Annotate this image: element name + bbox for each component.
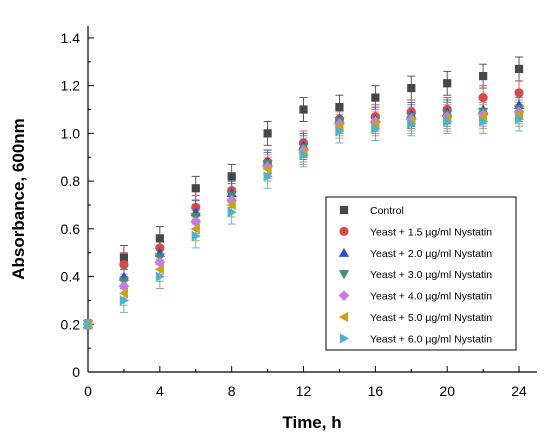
- series-5-point: [154, 264, 164, 275]
- series-0-point: [335, 103, 344, 112]
- y-tick-label: 0.8: [61, 173, 81, 189]
- series-4-point: [190, 216, 202, 228]
- series-6-point: [514, 113, 525, 125]
- series-0-point: [443, 79, 452, 88]
- y-axis-title: Absorbance, 600nm: [9, 118, 28, 280]
- data-markers: [82, 64, 525, 330]
- x-axis-title: Time, h: [282, 413, 341, 432]
- legend-label-6: Yeast + 6.0 µg/ml Nystatin: [370, 333, 492, 345]
- series-1-point: [514, 88, 524, 98]
- legend-label-2: Yeast + 2.0 µg/ml Nystatin: [370, 248, 492, 260]
- x-tick-label: 0: [84, 383, 92, 399]
- y-tick-label: 1.4: [61, 30, 81, 46]
- series-0-point: [299, 105, 308, 114]
- y-tick-label: 1.2: [61, 78, 81, 94]
- series-4-point: [226, 194, 238, 206]
- y-tick-label: 0.2: [61, 316, 81, 332]
- series-4-point: [118, 280, 130, 292]
- series-6-point: [335, 125, 345, 137]
- legend-marker-0: [339, 205, 349, 215]
- series-0-point: [119, 253, 129, 262]
- legend-label-3: Yeast + 3.0 µg/ml Nystatin: [370, 269, 492, 281]
- legend-marker-4: [338, 290, 350, 301]
- series-5-point: [190, 223, 200, 234]
- series-6-point: [155, 271, 165, 282]
- series-0-point: [479, 72, 488, 81]
- series-5-point: [262, 164, 272, 175]
- legend-label-4: Yeast + 4.0 µg/ml Nystatin: [370, 291, 492, 303]
- axes: [87, 26, 537, 373]
- series-6-point: [227, 207, 237, 218]
- series-5-point: [370, 118, 380, 129]
- x-tick-label: 20: [439, 383, 455, 399]
- series-0-point: [371, 93, 380, 102]
- series-6-point: [119, 295, 130, 306]
- series-5-point: [334, 121, 344, 132]
- x-tick-label: 8: [228, 383, 236, 399]
- series-0-point: [514, 64, 524, 74]
- y-tick-label: 0.6: [61, 221, 81, 237]
- series-6-point: [479, 116, 489, 127]
- series-5-point: [513, 109, 524, 120]
- x-tick-label: 4: [156, 383, 164, 399]
- x-tick-label: 12: [296, 383, 312, 399]
- legend: Control Yeast + 1.5 µg/ml Nystatin Yeast +…: [325, 196, 517, 351]
- series-0-point: [407, 83, 416, 93]
- series-5-point: [478, 111, 488, 122]
- legend-label-5: Yeast + 5.0 µg/ml Nystatin: [370, 312, 492, 324]
- legend-marker-6: [339, 333, 350, 344]
- legend-marker-1: [339, 226, 349, 236]
- series-6-point: [443, 116, 453, 127]
- x-tick-label: 16: [368, 383, 384, 399]
- legend-marker-5: [338, 311, 349, 323]
- series-1-point: [478, 92, 488, 103]
- series-6-point: [83, 319, 94, 330]
- series-0-point: [263, 129, 272, 138]
- y-tick-label: 0.4: [61, 269, 81, 285]
- legend-marker-3: [338, 270, 350, 280]
- series-6-point: [371, 123, 381, 134]
- ticks: 0 4 8 12 16 20 24 0 0.2 0.4 0.6 0.8 1.0 1.2 1.4: [61, 30, 528, 399]
- series-6-point: [191, 230, 201, 242]
- y-tick-label: 1.0: [61, 125, 81, 141]
- series-4-point: [154, 256, 166, 268]
- x-tick-label: 24: [511, 383, 527, 399]
- series-0-point: [191, 184, 200, 193]
- series-0-point: [155, 234, 164, 243]
- series-6-point: [407, 118, 417, 129]
- y-tick-label: 0: [72, 364, 80, 380]
- series-0-point: [227, 172, 236, 181]
- series-1-point: [119, 260, 129, 270]
- series-6-point: [263, 171, 273, 182]
- legend-marker-2: [338, 247, 350, 257]
- legend-label-0: Control: [370, 205, 404, 217]
- series-5-point: [118, 288, 129, 299]
- series-6-point: [299, 149, 309, 160]
- legend-box: [325, 196, 517, 351]
- legend-label-1: Yeast + 1.5 µg/ml Nystatin: [370, 226, 492, 238]
- series-5-point: [226, 199, 236, 211]
